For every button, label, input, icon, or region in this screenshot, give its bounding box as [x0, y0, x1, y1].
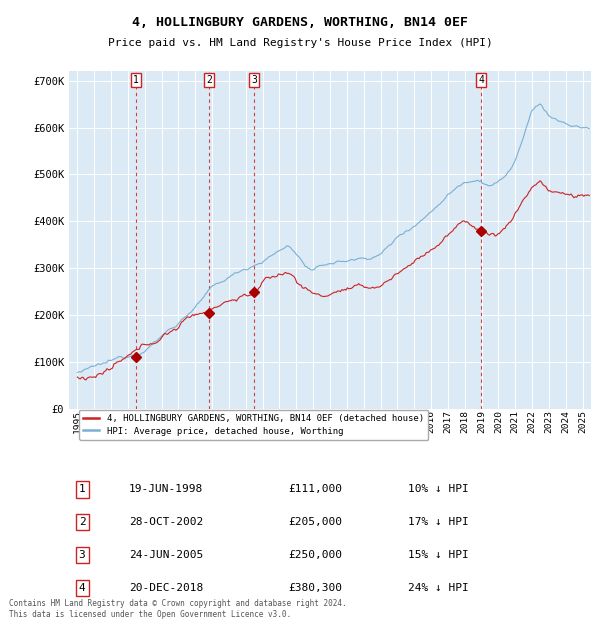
Text: 20-DEC-2018: 20-DEC-2018: [129, 583, 203, 593]
Text: 10% ↓ HPI: 10% ↓ HPI: [409, 484, 469, 494]
Text: 19-JUN-1998: 19-JUN-1998: [129, 484, 203, 494]
Text: Contains HM Land Registry data © Crown copyright and database right 2024.
This d: Contains HM Land Registry data © Crown c…: [9, 600, 347, 619]
Text: 3: 3: [79, 550, 85, 560]
Text: 4: 4: [478, 76, 484, 86]
Text: £380,300: £380,300: [288, 583, 342, 593]
Text: £205,000: £205,000: [288, 517, 342, 527]
Legend: 4, HOLLINGBURY GARDENS, WORTHING, BN14 0EF (detached house), HPI: Average price,: 4, HOLLINGBURY GARDENS, WORTHING, BN14 0…: [79, 410, 428, 440]
Text: 15% ↓ HPI: 15% ↓ HPI: [409, 550, 469, 560]
Text: 17% ↓ HPI: 17% ↓ HPI: [409, 517, 469, 527]
Text: Price paid vs. HM Land Registry's House Price Index (HPI): Price paid vs. HM Land Registry's House …: [107, 38, 493, 48]
Text: 2: 2: [79, 517, 85, 527]
Text: 28-OCT-2002: 28-OCT-2002: [129, 517, 203, 527]
Text: 4: 4: [79, 583, 85, 593]
Text: £111,000: £111,000: [288, 484, 342, 494]
Text: 4, HOLLINGBURY GARDENS, WORTHING, BN14 0EF: 4, HOLLINGBURY GARDENS, WORTHING, BN14 0…: [132, 16, 468, 29]
Text: 24% ↓ HPI: 24% ↓ HPI: [409, 583, 469, 593]
Text: £250,000: £250,000: [288, 550, 342, 560]
Text: 24-JUN-2005: 24-JUN-2005: [129, 550, 203, 560]
Text: 1: 1: [79, 484, 85, 494]
Text: 2: 2: [206, 76, 212, 86]
Text: 1: 1: [133, 76, 139, 86]
Text: 3: 3: [251, 76, 257, 86]
